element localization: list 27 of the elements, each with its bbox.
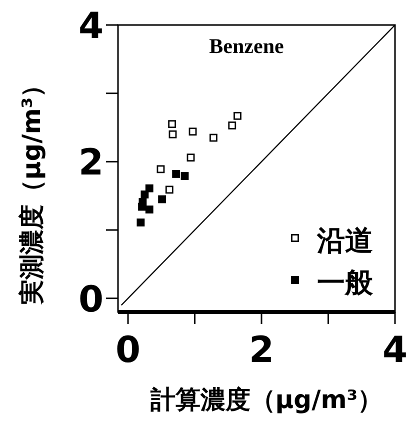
point [145, 206, 154, 214]
x-tick-label: 2 [248, 330, 274, 371]
point [186, 154, 195, 162]
y-tick-label: 0 [78, 279, 104, 320]
text: Benzene [209, 34, 284, 58]
point [158, 195, 166, 204]
legend-label: 沿道 [316, 224, 373, 257]
x-tick-label: 4 [382, 330, 408, 371]
y-axis-title: 実測濃度（μg/m³） [17, 72, 46, 306]
point [136, 218, 145, 226]
point [228, 122, 236, 130]
point [234, 112, 242, 120]
x-axis-title: 計算濃度（μg/m³） [149, 385, 383, 414]
point [165, 186, 174, 194]
legend-label: 一般 [317, 266, 374, 299]
point [172, 170, 180, 178]
y-tick-label: 2 [78, 142, 104, 184]
point [180, 172, 189, 180]
x-tick-label: 0 [115, 330, 141, 371]
point [156, 165, 165, 174]
point [210, 134, 218, 142]
point [188, 128, 197, 136]
point [168, 120, 176, 128]
y-tick-label: 4 [78, 6, 104, 47]
point [140, 190, 149, 198]
point [168, 130, 177, 138]
point [145, 184, 154, 192]
